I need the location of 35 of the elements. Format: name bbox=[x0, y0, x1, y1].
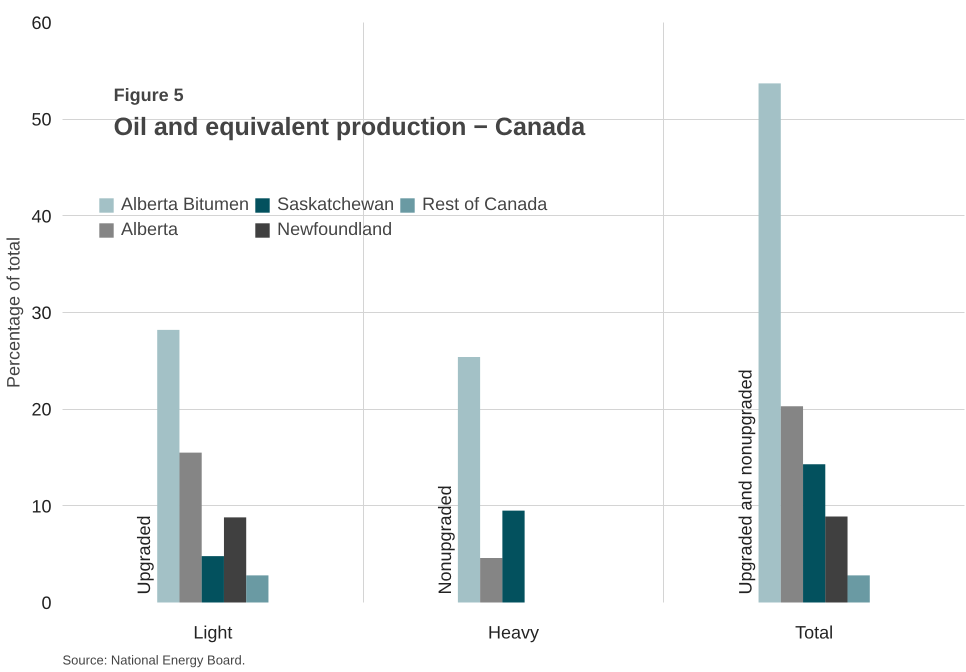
x-tick-label: Heavy bbox=[488, 622, 540, 642]
legend-label: Rest of Canada bbox=[422, 194, 548, 215]
legend-label: Saskatchewan bbox=[277, 194, 394, 215]
y-tick-label: 40 bbox=[31, 206, 52, 226]
bar bbox=[202, 556, 224, 602]
text: Oil and equivalent production − Canada bbox=[114, 112, 586, 141]
bar bbox=[803, 464, 826, 602]
y-tick-label: 60 bbox=[31, 13, 52, 33]
bar bbox=[825, 516, 848, 602]
annotation: Upgraded and nonupgraded bbox=[736, 369, 756, 594]
x-tick-label: Total bbox=[795, 622, 834, 642]
legend-label: Newfoundland bbox=[277, 219, 392, 240]
bar bbox=[780, 406, 804, 602]
text: Figure 5 bbox=[114, 85, 184, 105]
source-note: Source: National Energy Board. bbox=[62, 652, 246, 668]
annotation: Upgraded bbox=[134, 515, 154, 594]
y-tick-label: 20 bbox=[31, 400, 52, 420]
bar bbox=[179, 452, 202, 602]
bar bbox=[758, 83, 781, 602]
y-tick-label: 50 bbox=[31, 110, 52, 130]
bar bbox=[458, 356, 480, 602]
bar bbox=[502, 510, 525, 602]
bar bbox=[848, 575, 870, 602]
legend-label: Alberta bbox=[121, 219, 178, 240]
y-tick-label: 0 bbox=[41, 593, 52, 613]
y-axis-title: Percentage of total bbox=[3, 236, 24, 388]
bar bbox=[480, 558, 502, 602]
y-tick-label: 30 bbox=[31, 303, 52, 323]
bar bbox=[224, 517, 246, 602]
bar bbox=[157, 330, 180, 602]
x-tick-label: Light bbox=[193, 622, 232, 642]
legend-label: Alberta Bitumen bbox=[121, 194, 250, 215]
bar bbox=[246, 575, 268, 602]
y-tick-label: 10 bbox=[31, 496, 52, 516]
annotation: Nonupgraded bbox=[434, 485, 455, 594]
